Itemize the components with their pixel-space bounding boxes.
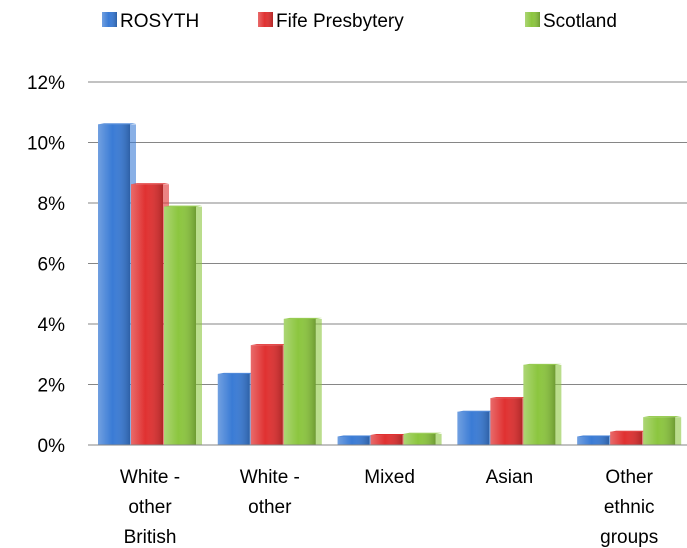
bar-top bbox=[98, 123, 136, 125]
bar bbox=[217, 372, 256, 445]
bar-shading bbox=[217, 373, 250, 445]
bar-shading bbox=[577, 436, 610, 445]
bar-top bbox=[643, 416, 682, 418]
bar-shading bbox=[283, 318, 316, 445]
bar bbox=[457, 410, 496, 445]
x-category-label-line: other bbox=[248, 497, 292, 518]
bar bbox=[577, 435, 616, 445]
bars bbox=[98, 123, 682, 445]
bar bbox=[131, 183, 169, 445]
bar-top bbox=[131, 183, 169, 185]
bar-top bbox=[523, 363, 562, 365]
bar-shading bbox=[457, 411, 490, 445]
bar-top bbox=[403, 432, 442, 434]
bar-shading bbox=[131, 184, 163, 445]
legend-item: ROSYTH bbox=[102, 11, 199, 32]
bar-top bbox=[370, 434, 409, 436]
legend-swatch-shading bbox=[102, 12, 117, 27]
bar-side bbox=[555, 364, 562, 445]
bar-shading bbox=[337, 436, 370, 445]
bar-side bbox=[675, 417, 682, 445]
x-category-label: White - other British bbox=[120, 467, 180, 548]
x-category-label-line: other bbox=[128, 497, 172, 518]
x-category-label: Other ethnic groups bbox=[600, 467, 658, 548]
bar-shading bbox=[610, 431, 643, 445]
y-tick-label: 4% bbox=[38, 315, 66, 336]
bar-shading bbox=[164, 206, 196, 445]
bar bbox=[250, 344, 289, 445]
bar-top bbox=[577, 435, 616, 437]
legend-swatch-shading bbox=[258, 12, 273, 27]
legend-label: Scotland bbox=[543, 11, 617, 32]
legend-swatch-shading bbox=[525, 12, 540, 27]
bar-shading bbox=[98, 124, 130, 445]
bar-side bbox=[315, 318, 322, 445]
bar bbox=[283, 317, 322, 445]
bar-top bbox=[337, 435, 376, 437]
bar-top bbox=[250, 344, 289, 346]
x-category-label-line: British bbox=[124, 527, 177, 548]
bar-top bbox=[610, 430, 649, 432]
bar-shading bbox=[250, 345, 283, 445]
chart-legend: ROSYTH Fife Presbytery Scotland bbox=[102, 11, 617, 32]
y-tick-label: 6% bbox=[38, 255, 66, 276]
x-category-label-line: Asian bbox=[486, 467, 534, 488]
bar bbox=[98, 123, 136, 445]
x-axis: White - other British White - other Mixed Asia… bbox=[88, 444, 687, 548]
x-category-label: Mixed bbox=[364, 467, 415, 488]
bar-shading bbox=[523, 364, 556, 445]
bar bbox=[490, 397, 529, 445]
y-tick-label: 12% bbox=[27, 73, 65, 94]
y-axis: 0% 2% 4% 6% 8% 10% 12% bbox=[27, 73, 65, 457]
bar bbox=[523, 363, 562, 445]
x-category-label-line: Mixed bbox=[364, 467, 415, 488]
bar bbox=[403, 432, 442, 445]
bar bbox=[643, 416, 682, 445]
x-category-label: White - other bbox=[240, 467, 300, 518]
legend-label: Fife Presbytery bbox=[276, 11, 404, 32]
legend-label: ROSYTH bbox=[120, 11, 199, 32]
bar-top bbox=[490, 397, 529, 399]
y-tick-label: 10% bbox=[27, 134, 65, 155]
x-category-label-line: White - bbox=[240, 467, 300, 488]
x-category-label-line: ethnic bbox=[604, 497, 655, 518]
bar bbox=[370, 434, 409, 445]
bar-side bbox=[435, 433, 442, 445]
bar-top bbox=[217, 372, 256, 374]
y-tick-label: 0% bbox=[38, 436, 66, 457]
bar bbox=[164, 205, 202, 445]
bar-shading bbox=[643, 417, 676, 445]
x-category-label-line: groups bbox=[600, 527, 658, 548]
bar-top bbox=[283, 317, 322, 319]
legend-item: Scotland bbox=[525, 11, 617, 32]
bar bbox=[610, 430, 649, 445]
bar-top bbox=[457, 410, 496, 412]
x-category-label-line: Other bbox=[605, 467, 653, 488]
y-tick-label: 8% bbox=[38, 194, 66, 215]
x-category-label-line: White - bbox=[120, 467, 180, 488]
bar-shading bbox=[403, 433, 436, 445]
bar bbox=[337, 435, 376, 445]
bar-shading bbox=[490, 398, 523, 445]
legend-item: Fife Presbytery bbox=[258, 11, 404, 32]
bar-side bbox=[196, 206, 202, 445]
bar-top bbox=[164, 205, 202, 207]
x-category-label: Asian bbox=[486, 467, 534, 488]
bar-shading bbox=[370, 435, 403, 445]
y-tick-label: 2% bbox=[38, 376, 66, 397]
